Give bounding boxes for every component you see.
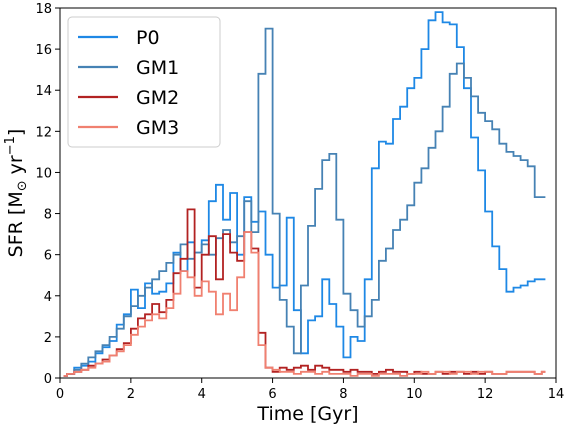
legend-box bbox=[67, 16, 221, 148]
legend-label-p0: P0 bbox=[136, 27, 160, 49]
legend-label-gm3: GM3 bbox=[136, 117, 179, 139]
x-axis-ticks: 0 2 4 6 8 10 12 14 bbox=[56, 378, 564, 402]
series-line-gm2 bbox=[63, 208, 546, 377]
x-tick-label: 2 bbox=[127, 387, 135, 402]
x-tick-label: 0 bbox=[56, 387, 64, 402]
x-tick-label: 8 bbox=[339, 387, 347, 402]
y-tick-label: 2 bbox=[44, 331, 52, 346]
y-axis-title-end: ] bbox=[5, 129, 27, 136]
legend-items: P0 GM1 GM2 GM3 bbox=[78, 27, 179, 139]
series-layer bbox=[63, 11, 546, 377]
y-axis-title-sub: ⊙ bbox=[15, 180, 30, 191]
y-tick-label: 14 bbox=[35, 84, 52, 99]
y-axis-title: SFR [M⊙ yr−1] bbox=[3, 129, 30, 258]
x-tick-label: 14 bbox=[548, 387, 565, 402]
x-tick-label: 4 bbox=[198, 387, 206, 402]
y-tick-label: 4 bbox=[44, 290, 52, 305]
series-line-gm1 bbox=[63, 27, 546, 377]
y-tick-label: 12 bbox=[35, 125, 52, 140]
legend-label-gm2: GM2 bbox=[136, 87, 179, 109]
y-axis-title-mid: yr bbox=[5, 155, 27, 180]
y-tick-label: 16 bbox=[35, 43, 52, 58]
y-tick-label: 0 bbox=[44, 372, 52, 387]
y-tick-label: 10 bbox=[35, 166, 52, 181]
y-axis-title-main: SFR [M bbox=[5, 191, 27, 257]
x-tick-label: 12 bbox=[477, 387, 494, 402]
series-line-gm3 bbox=[63, 231, 546, 377]
x-tick-label: 6 bbox=[268, 387, 276, 402]
plot-area-frame bbox=[59, 7, 557, 379]
y-tick-label: 6 bbox=[44, 249, 52, 264]
x-tick-label: 10 bbox=[406, 387, 423, 402]
y-axis-ticks: 0 2 4 6 8 10 12 14 16 18 bbox=[35, 2, 60, 387]
y-tick-label: 18 bbox=[35, 2, 52, 17]
y-axis-title-sup: −1 bbox=[3, 136, 18, 155]
y-tick-label: 8 bbox=[44, 208, 52, 223]
x-axis-title: Time [Gyr] bbox=[256, 403, 358, 425]
legend: P0 GM1 GM2 GM3 bbox=[67, 16, 221, 148]
legend-label-gm1: GM1 bbox=[136, 57, 179, 79]
